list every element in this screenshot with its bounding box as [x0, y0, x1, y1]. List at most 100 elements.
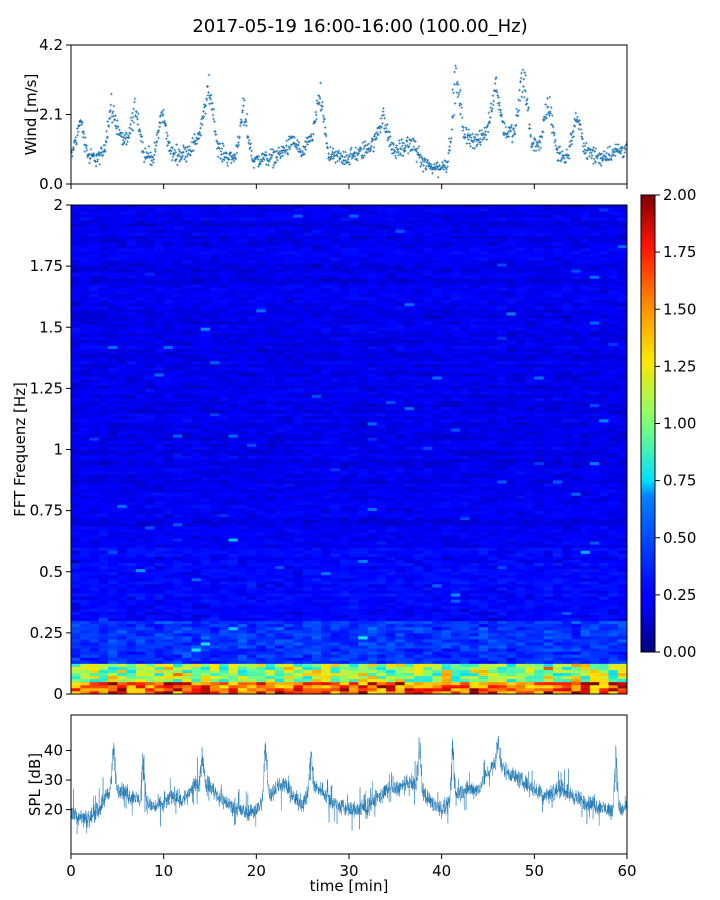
spectrogram-cell [506, 675, 517, 680]
spectrogram-cell [497, 672, 507, 677]
spectrogram-cell [265, 605, 276, 609]
wind-point [362, 154, 366, 157]
spectrogram-cell [321, 538, 331, 542]
wind-point [593, 150, 597, 153]
spectrogram-cell [311, 626, 322, 631]
spectrogram-cell [376, 568, 387, 573]
spectrogram-cell [135, 690, 146, 695]
spectrogram-cell [413, 642, 424, 646]
spectrogram-cell [386, 538, 396, 542]
spectrogram-cell [376, 541, 387, 545]
spectrogram-cell [274, 614, 285, 618]
spectrogram-cell [126, 568, 137, 573]
spectrogram-cell [599, 626, 609, 631]
spectrogram-cell [89, 684, 100, 689]
spectrogram-cell [562, 654, 572, 658]
spectrogram-cell [367, 657, 378, 661]
spectrogram-cell [441, 519, 452, 524]
wind-point [388, 144, 391, 148]
spectrogram-cell [497, 522, 507, 527]
spectrogram-cell [571, 507, 582, 512]
spectrogram-cell [349, 580, 359, 585]
wind-point [492, 99, 495, 103]
spectrogram-cell [423, 568, 433, 573]
spectrogram-cell [293, 638, 304, 643]
spectrogram-cell [163, 635, 174, 640]
spectrogram-cell [321, 635, 331, 640]
wind-point [415, 160, 419, 164]
spectrogram-cell [210, 596, 220, 600]
spectrogram-cell [534, 602, 544, 606]
wind-point [534, 138, 537, 142]
spectrogram-cell [274, 593, 285, 597]
spectrogram-cell [469, 562, 480, 567]
spectrogram-cell [525, 574, 535, 579]
spectrogram-cell [330, 642, 341, 646]
spectrogram-cell [237, 599, 248, 603]
wind-point [406, 151, 410, 155]
spectrogram-cell [617, 611, 628, 615]
spectrogram-cell [562, 687, 572, 692]
spectrogram-cell [376, 642, 387, 646]
spectrogram-cell [126, 666, 137, 670]
spectrogram-cell [571, 599, 582, 603]
spectrogram-cell [386, 528, 396, 533]
spectrogram-cell [135, 617, 146, 622]
spectrogram-cell [210, 614, 220, 618]
spectrogram-cell [339, 681, 350, 686]
spectrogram-cell [163, 504, 174, 508]
wind-point [101, 153, 105, 157]
spectrogram-cell [423, 574, 433, 579]
spectrogram-cell [497, 559, 507, 563]
spectrogram-cell [432, 690, 443, 695]
spectrogram-cell [580, 648, 591, 652]
spectrogram-cell [126, 516, 137, 521]
spectrogram-cell [497, 690, 507, 695]
spectrogram-cell [237, 596, 248, 600]
spectrogram-cell [580, 626, 591, 631]
spectrogram-cell [191, 571, 202, 576]
wind-point [559, 151, 562, 155]
wind-point [518, 88, 521, 92]
spectrogram-cell [580, 574, 591, 579]
spectrogram-cell [534, 583, 544, 588]
wind-point [424, 158, 427, 161]
wind-point [403, 147, 406, 150]
spectrogram-cell [562, 556, 572, 560]
spectrogram-cell [117, 629, 127, 634]
wind-point [178, 150, 182, 153]
spectrogram-cell [200, 577, 211, 582]
spectrogram-cell [265, 565, 276, 570]
spectrogram-cell [163, 669, 174, 674]
spectrogram-cell [311, 672, 322, 677]
spectrogram-cell [515, 666, 526, 670]
spectrogram-cell [599, 532, 609, 536]
spectrogram-cell [571, 626, 582, 631]
wind-point [496, 94, 499, 97]
wind-point [526, 97, 529, 101]
spectrogram-cell [330, 513, 341, 518]
spectrogram-cell [126, 690, 137, 695]
wind-point [623, 146, 626, 150]
spectrogram-cell [89, 599, 100, 603]
spectrogram-cell [543, 550, 554, 554]
spectrogram-cell [293, 654, 304, 658]
spectrogram-cell [311, 580, 322, 585]
spectrogram-cell [413, 587, 424, 591]
spectrogram-cell [589, 614, 600, 618]
spectrogram-cell [404, 678, 415, 683]
spectrogram-cell [339, 660, 350, 664]
spectrogram-cell [617, 663, 628, 667]
spectrogram-cell [71, 556, 81, 560]
spectrogram-cell [191, 614, 202, 618]
spectrogram-cell [163, 519, 174, 524]
wind-point [393, 150, 397, 153]
wind-point [428, 167, 432, 170]
wind-point [438, 163, 441, 167]
wind-point [418, 153, 422, 156]
spectrogram-cell [608, 587, 619, 591]
spectrogram-cell [210, 669, 220, 674]
spectrogram-cell [219, 690, 229, 695]
spectrogram-cell [506, 629, 517, 634]
spectrogram-cell [108, 519, 118, 524]
